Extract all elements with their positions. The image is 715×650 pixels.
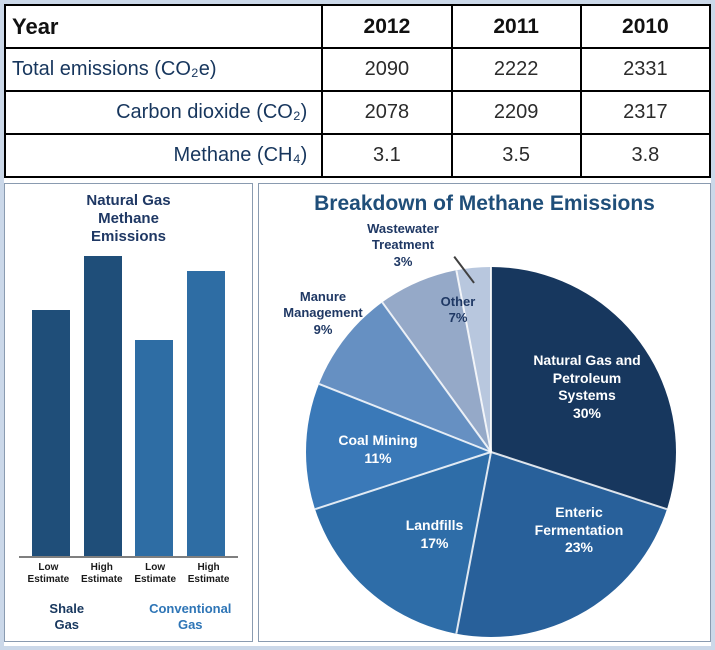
methane-2012: 3.1 [321, 133, 453, 178]
row-label-carbon-dioxide: Carbon dioxide (CO₂) [4, 90, 324, 135]
pie-label-landfills: Landfills 17% [405, 517, 464, 551]
table-header-2012: 2012 [321, 4, 453, 49]
pie-chart-title: Breakdown of Methane Emissions [314, 192, 655, 215]
bar-shale-high-estimate [83, 256, 122, 556]
total-emissions-2012: 2090 [321, 47, 453, 92]
bar-chart-title: Natural Gas Methane Emissions [86, 192, 171, 245]
group-label-shale-gas: Shale Gas [49, 601, 85, 632]
row-label-methane: Methane (CH₄) [4, 133, 324, 178]
bar-plot-area [19, 256, 238, 558]
bar-shale-low-estimate [32, 310, 71, 556]
pie-label-manure-management: Manure Management 9% [283, 289, 363, 337]
charts-row: Natural Gas Methane Emissions Low Estima… [4, 183, 711, 642]
group-label-conventional-gas: Conventional Gas [149, 601, 232, 632]
carbon-dioxide-2012: 2078 [321, 90, 453, 135]
methane-2010: 3.8 [579, 133, 711, 178]
carbon-dioxide-2011: 2209 [450, 90, 582, 135]
bar-conventional-high-estimate [186, 271, 225, 556]
bar-chart-panel: Natural Gas Methane Emissions Low Estima… [4, 183, 253, 642]
pie-label-enteric-fermentation: Enteric Fermentation 23% [534, 504, 624, 555]
bar-label-conventional-high: High Estimate [187, 562, 230, 585]
bar-conventional-low-estimate [135, 340, 174, 556]
table-row-methane: Methane (CH₄) 3.1 3.5 3.8 [4, 133, 711, 178]
pie-chart-panel: Breakdown of Methane Emissions Natural G… [258, 183, 711, 642]
table-header-2011: 2011 [450, 4, 582, 49]
emissions-table: Year 2012 2011 2010 Total emissions (CO₂… [4, 4, 711, 178]
carbon-dioxide-2010: 2317 [579, 90, 711, 135]
table-header-year: Year [4, 4, 324, 49]
bar-label-shale-low: Low Estimate [27, 562, 70, 585]
total-emissions-2010: 2331 [579, 47, 711, 92]
bar-label-conventional-low: Low Estimate [134, 562, 177, 585]
pie [306, 267, 676, 637]
bar-label-shale-high: High Estimate [80, 562, 123, 585]
pie-label-coal-mining: Coal Mining 11% [338, 432, 418, 466]
bar-group-labels: Shale Gas Conventional Gas [5, 601, 252, 632]
methane-2011: 3.5 [450, 133, 582, 178]
table-row-carbon-dioxide: Carbon dioxide (CO₂) 2078 2209 2317 [4, 90, 711, 135]
pie-label-other: Other 7% [440, 294, 476, 326]
pie-label-wastewater-treatment: Wastewater Treatment 3% [367, 221, 439, 269]
table-header-2010: 2010 [579, 4, 711, 49]
pie-label-natural-gas-petroleum: Natural Gas and Petroleum Systems 30% [533, 352, 641, 421]
row-label-total-emissions: Total emissions (CO₂e) [4, 47, 324, 92]
table-header-row: Year 2012 2011 2010 [4, 4, 711, 49]
bar-axis-labels: Low Estimate High Estimate Low Estimate … [19, 562, 238, 585]
total-emissions-2011: 2222 [450, 47, 582, 92]
table-row-total-emissions: Total emissions (CO₂e) 2090 2222 2331 [4, 47, 711, 92]
